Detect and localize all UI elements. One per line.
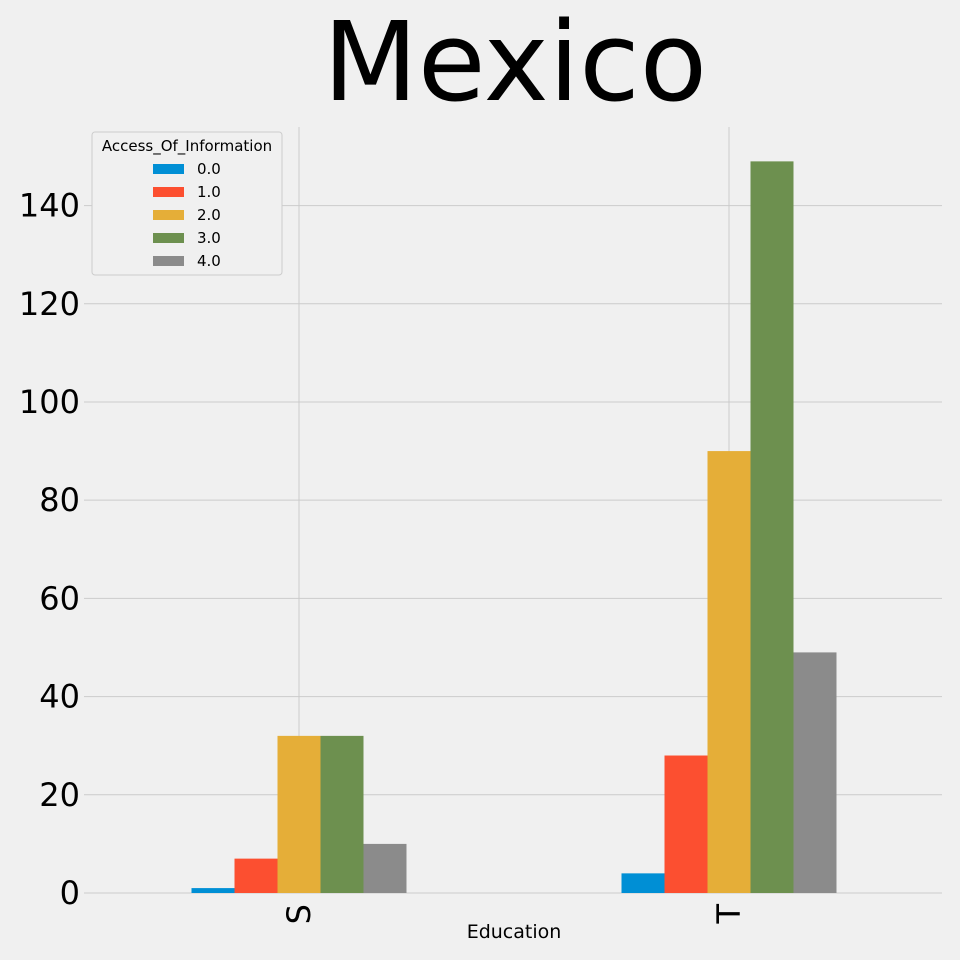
legend-title: Access_Of_Information [102,137,272,156]
y-tick-label: 60 [39,579,80,617]
bar-S-4.0 [363,843,407,893]
legend-swatch [153,210,184,220]
legend: Access_Of_Information 0.0 1.0 2.0 3.0 4.0 [91,131,283,276]
y-tick-label: 100 [19,383,80,421]
legend-label: 2.0 [197,206,221,224]
legend-swatch [153,233,184,243]
legend-swatch [153,256,184,266]
legend-swatch [153,187,184,197]
legend-items: 0.0 1.0 2.0 3.0 4.0 [153,160,221,270]
x-tick-label: S [280,904,318,924]
y-tick-label: 140 [19,187,80,225]
y-tick-label: 40 [39,678,80,716]
y-tick-label: 80 [39,481,80,519]
legend-swatch [153,164,184,174]
y-axis-ticks: 0 20 40 60 80 100 120 140 [19,187,80,912]
bar-T-1.0 [664,755,708,893]
chart-title: Mexico [323,0,707,126]
bar-T-2.0 [707,451,751,893]
legend-label: 4.0 [197,252,221,270]
legend-label: 1.0 [197,183,221,201]
bar-S-1.0 [234,858,278,893]
bar-S-0.0 [191,888,235,893]
bar-T-0.0 [621,873,665,893]
bar-T-3.0 [750,161,794,893]
y-tick-label: 0 [60,874,80,912]
bar-T-4.0 [793,652,837,893]
bar-S-3.0 [320,735,364,893]
y-tick-label: 20 [39,776,80,814]
bar-S-2.0 [277,735,321,893]
y-tick-label: 120 [19,285,80,323]
legend-label: 0.0 [197,160,221,178]
legend-label: 3.0 [197,229,221,247]
x-tick-label: T [710,904,748,925]
x-axis-label: Education [467,921,562,943]
legend-frame [91,131,283,276]
bars [191,161,837,893]
